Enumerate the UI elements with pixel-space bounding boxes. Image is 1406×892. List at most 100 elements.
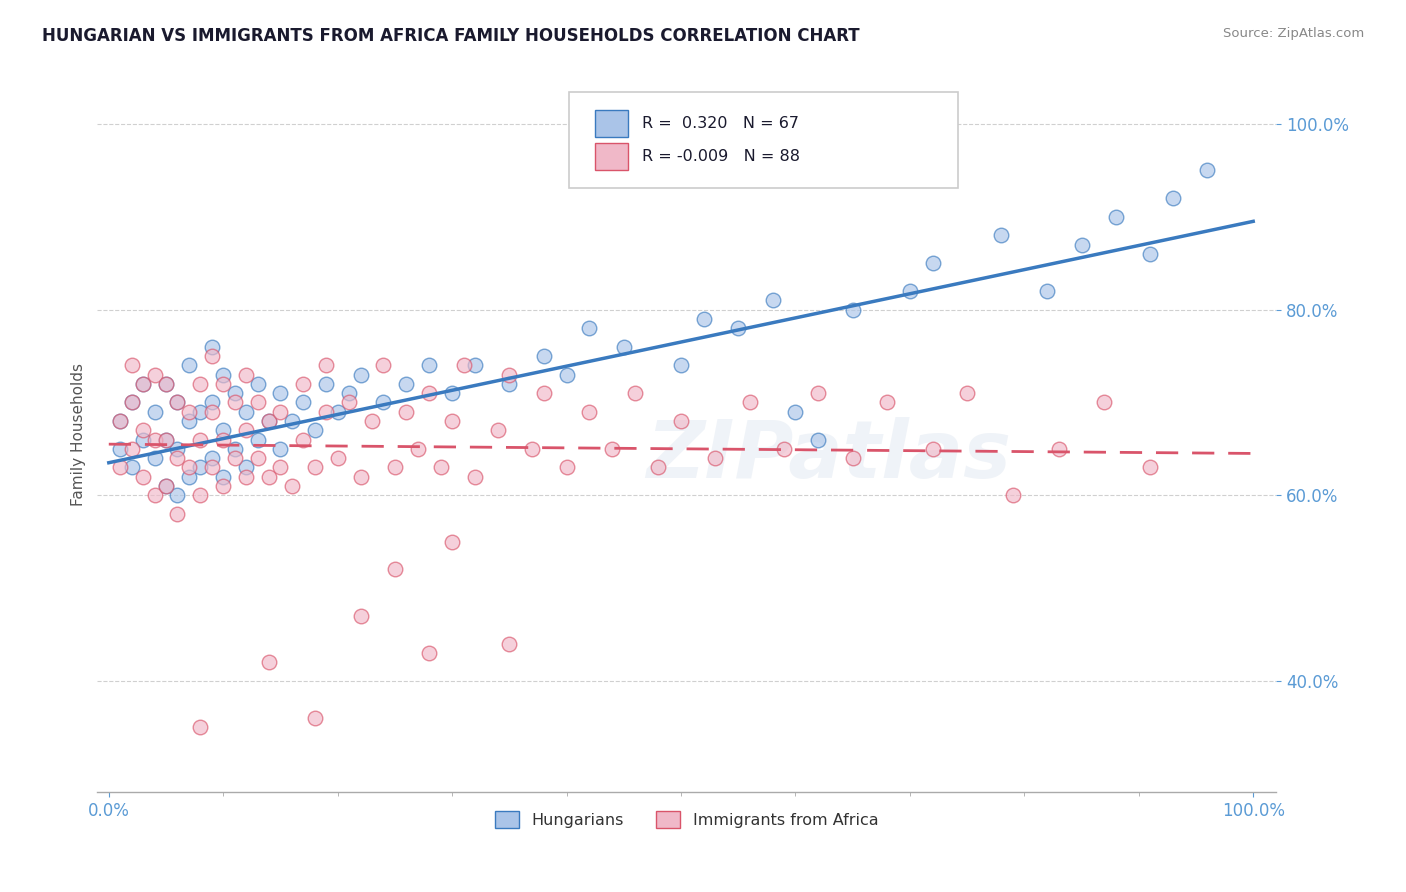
- Point: [486, 423, 509, 437]
- Point: [143, 405, 166, 419]
- Point: [224, 386, 246, 401]
- Point: [1047, 442, 1070, 456]
- Text: Source: ZipAtlas.com: Source: ZipAtlas.com: [1223, 27, 1364, 40]
- Point: [578, 321, 600, 335]
- Point: [155, 479, 177, 493]
- Point: [212, 376, 235, 391]
- Point: [188, 488, 211, 502]
- Point: [441, 386, 464, 401]
- Point: [212, 423, 235, 437]
- Point: [304, 460, 326, 475]
- Point: [292, 433, 315, 447]
- Point: [235, 423, 257, 437]
- Point: [235, 469, 257, 483]
- Point: [406, 442, 429, 456]
- Point: [269, 460, 291, 475]
- Point: [418, 358, 440, 372]
- Point: [166, 395, 188, 409]
- Y-axis label: Family Households: Family Households: [72, 363, 86, 507]
- Point: [1139, 460, 1161, 475]
- Point: [257, 469, 280, 483]
- Point: [235, 368, 257, 382]
- Point: [773, 442, 796, 456]
- Point: [533, 349, 555, 363]
- Point: [121, 460, 143, 475]
- Point: [155, 479, 177, 493]
- Point: [1036, 284, 1059, 298]
- Point: [304, 711, 326, 725]
- Point: [395, 376, 418, 391]
- Point: [212, 368, 235, 382]
- Point: [177, 469, 200, 483]
- Point: [533, 386, 555, 401]
- Point: [384, 460, 406, 475]
- Point: [155, 376, 177, 391]
- Point: [441, 414, 464, 428]
- Point: [841, 302, 863, 317]
- Text: ZIPatlas: ZIPatlas: [645, 417, 1011, 495]
- Point: [337, 386, 360, 401]
- Bar: [595, 110, 628, 136]
- Point: [1139, 247, 1161, 261]
- Point: [898, 284, 921, 298]
- Point: [201, 349, 224, 363]
- Point: [132, 423, 155, 437]
- Point: [257, 414, 280, 428]
- Point: [143, 368, 166, 382]
- Point: [921, 256, 943, 270]
- Point: [578, 405, 600, 419]
- Point: [418, 386, 440, 401]
- Point: [337, 395, 360, 409]
- Text: R =  0.320   N = 67: R = 0.320 N = 67: [643, 116, 799, 131]
- Point: [373, 395, 395, 409]
- Point: [188, 376, 211, 391]
- Point: [990, 228, 1012, 243]
- Point: [143, 451, 166, 466]
- Point: [121, 358, 143, 372]
- Point: [155, 376, 177, 391]
- Text: HUNGARIAN VS IMMIGRANTS FROM AFRICA FAMILY HOUSEHOLDS CORRELATION CHART: HUNGARIAN VS IMMIGRANTS FROM AFRICA FAMI…: [42, 27, 860, 45]
- Point: [418, 646, 440, 660]
- Point: [188, 405, 211, 419]
- Point: [807, 386, 830, 401]
- Legend: Hungarians, Immigrants from Africa: Hungarians, Immigrants from Africa: [489, 805, 884, 834]
- Point: [110, 414, 132, 428]
- Point: [349, 368, 371, 382]
- Point: [224, 442, 246, 456]
- Point: [395, 405, 418, 419]
- Point: [555, 368, 578, 382]
- Point: [132, 433, 155, 447]
- Point: [188, 460, 211, 475]
- Point: [373, 358, 395, 372]
- Point: [246, 376, 269, 391]
- Point: [384, 562, 406, 576]
- Point: [257, 656, 280, 670]
- Point: [315, 376, 337, 391]
- Point: [224, 451, 246, 466]
- Point: [498, 637, 520, 651]
- Point: [121, 395, 143, 409]
- Point: [761, 293, 783, 308]
- Point: [132, 376, 155, 391]
- Point: [201, 395, 224, 409]
- Point: [647, 460, 669, 475]
- Point: [281, 414, 304, 428]
- Point: [166, 451, 188, 466]
- Point: [177, 405, 200, 419]
- Point: [166, 442, 188, 456]
- Point: [921, 442, 943, 456]
- Point: [693, 311, 716, 326]
- Point: [1094, 395, 1116, 409]
- Point: [246, 433, 269, 447]
- Point: [201, 340, 224, 354]
- Point: [235, 405, 257, 419]
- Point: [349, 608, 371, 623]
- Point: [1161, 191, 1184, 205]
- Point: [704, 451, 727, 466]
- Point: [212, 433, 235, 447]
- Point: [110, 414, 132, 428]
- Point: [201, 460, 224, 475]
- Point: [143, 488, 166, 502]
- Point: [464, 358, 486, 372]
- Point: [143, 433, 166, 447]
